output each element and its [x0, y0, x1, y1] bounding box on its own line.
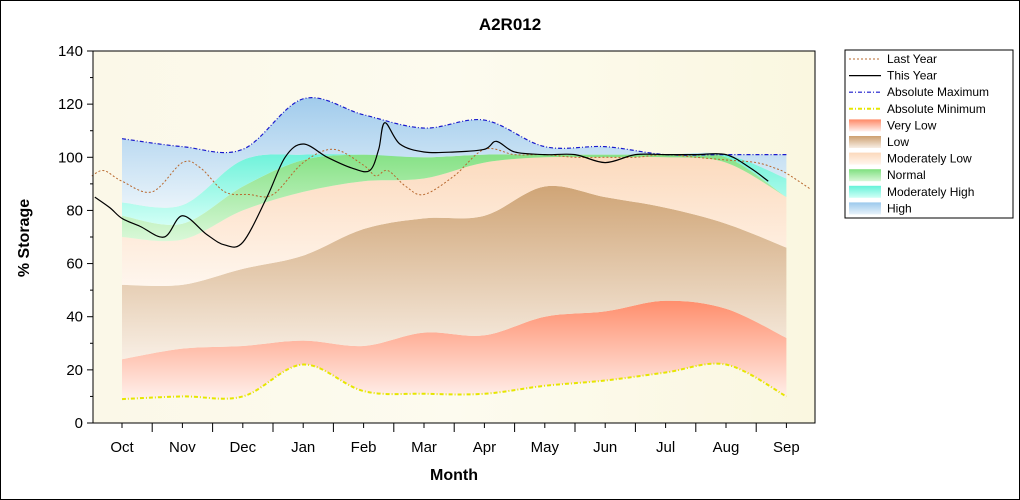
y-axis-label: % Storage [16, 199, 33, 277]
legend-label-very-low: Very Low [887, 118, 937, 132]
x-tick-label: Nov [169, 439, 196, 456]
lines-layer [91, 97, 811, 401]
y-tick-label: 140 [58, 43, 83, 60]
x-tick-label: Jun [593, 439, 617, 456]
band-very-low [122, 300, 787, 400]
legend-label-this-year: This Year [887, 69, 937, 83]
y-tick-label: 40 [66, 309, 83, 326]
legend-label-high: High [887, 201, 912, 215]
x-tick-label: Jul [656, 439, 675, 456]
y-tick-label: 120 [58, 96, 83, 113]
legend-label-normal: Normal [887, 168, 926, 182]
legend-swatch-high [849, 202, 881, 215]
chart-title: A2R012 [479, 15, 541, 34]
x-tick-label: Oct [110, 439, 134, 456]
legend-swatch-very-low [849, 119, 881, 132]
series-last-year [91, 147, 811, 198]
legend-label-absolute-maximum: Absolute Maximum [887, 85, 989, 99]
y-tick-label: 20 [66, 362, 83, 379]
bands-layer [122, 97, 787, 400]
x-axis: Oct Nov Dec Jan Feb Mar Apr May Jun Jul Aug Sep [110, 423, 800, 456]
y-tick-label: 60 [66, 256, 83, 273]
x-tick-label: Sep [773, 439, 800, 456]
x-tick-label: Mar [411, 439, 437, 456]
band-moderately-low [122, 156, 787, 287]
x-tick-label: Dec [229, 439, 256, 456]
band-high [122, 97, 787, 208]
x-tick-label: May [531, 439, 560, 456]
legend-label-last-year: Last Year [887, 52, 937, 66]
band-normal [122, 153, 787, 242]
y-axis: 0 20 40 60 80 100 120 140 [58, 43, 93, 432]
series-this-year [94, 122, 769, 248]
y-tick-label: 100 [58, 149, 83, 166]
y-tick-label: 0 [75, 415, 83, 432]
x-tick-label: Aug [713, 439, 740, 456]
legend: Last Year This Year Absolute Maximum Absolu… [844, 49, 1014, 219]
legend-swatch-normal [849, 169, 881, 182]
x-tick-label: Feb [351, 439, 377, 456]
series-absolute-minimum [121, 362, 787, 401]
legend-label-absolute-minimum: Absolute Minimum [887, 102, 986, 116]
legend-label-moderately-low: Moderately Low [887, 152, 972, 166]
y-tick-label: 80 [66, 202, 83, 219]
x-tick-label: Apr [473, 439, 496, 456]
legend-swatch-moderately-high [849, 185, 881, 198]
legend-label-low: Low [887, 135, 909, 149]
plot-area: 0 20 40 60 80 100 120 140 Oct Nov Dec Jan Feb Mar Apr… [58, 43, 816, 456]
legend-swatch-moderately-low [849, 152, 881, 165]
x-axis-label: Month [430, 467, 478, 484]
band-low [122, 185, 787, 360]
legend-swatch-low [849, 136, 881, 148]
x-tick-label: Jan [291, 439, 315, 456]
legend-label-moderately-high: Moderately High [887, 185, 974, 199]
